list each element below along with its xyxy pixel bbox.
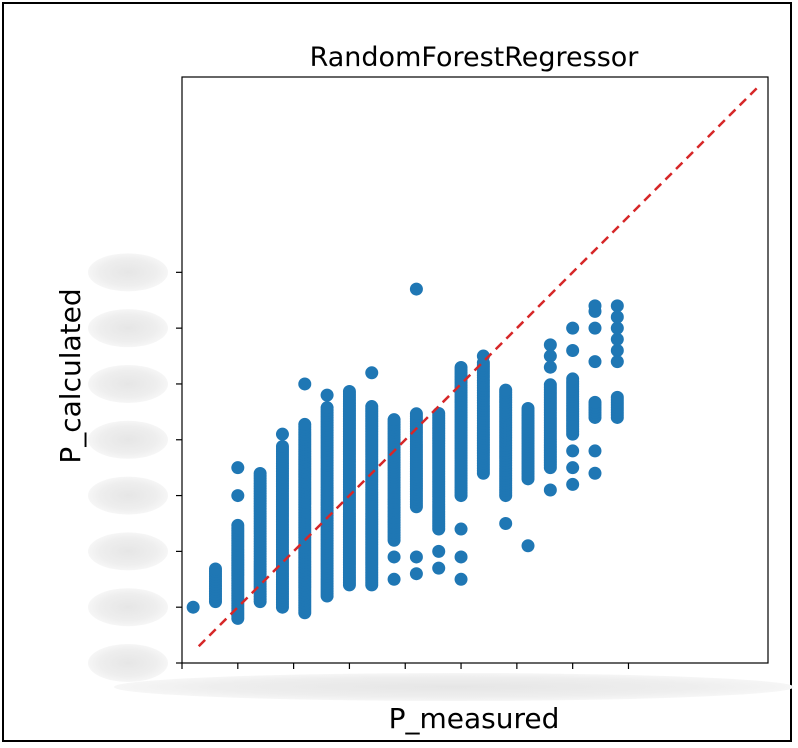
scatter-point [432,544,446,558]
scatter-point [275,427,289,441]
plot-area [181,76,769,664]
scatter-point [253,467,267,481]
scatter-point [432,407,446,421]
scatter-point [588,321,602,335]
scatter-point [186,600,200,614]
y-tick-label-redacted-1 [88,588,168,627]
y-tick-label-redacted-2 [88,532,168,571]
scatter-point [610,355,624,369]
scatter-point [298,417,312,431]
scatter-point [610,332,624,346]
scatter-point [543,360,557,374]
scatter-point [543,483,557,497]
scatter-point [566,461,580,475]
scatter-point [342,384,356,398]
scatter-point [543,338,557,352]
scatter-point [588,395,602,409]
x-tick-labels-redacted [114,673,794,701]
reference-line-y-equals-x [197,87,758,648]
scatter-point [387,413,401,427]
scatter-point [566,321,580,335]
x-axis-label: P_measured [389,702,560,735]
scatter-point [454,360,468,374]
scatter-point [409,567,423,581]
scatter-point [588,466,602,480]
scatter-point [588,444,602,458]
scatter-point [365,366,379,380]
axis-ticks [176,271,630,669]
scatter-point [454,522,468,536]
scatter-point [610,343,624,357]
chart-title: RandomForestRegressor [310,42,640,73]
scatter-point [454,550,468,564]
scatter-point [275,439,289,453]
scatter-point [432,561,446,575]
scatter-point [298,377,312,391]
scatter-point [387,550,401,564]
scatter-point [521,539,535,553]
scatter-point [543,378,557,392]
scatter-point [610,321,624,335]
scatter-point [610,310,624,324]
data-points [186,282,624,625]
y-tick-label-redacted-4 [88,420,168,459]
y-tick-label-redacted-6 [88,309,168,348]
scatter-point [610,299,624,313]
scatter-point [566,444,580,458]
scatter-point [231,461,245,475]
y-axis-label: P_calculated [54,288,87,463]
scatter-point [409,407,423,421]
scatter-point [320,388,334,402]
scatter-point [231,518,245,532]
scatter-point [387,572,401,586]
scatter-point [409,550,423,564]
y-tick-label-redacted-7 [88,253,168,292]
scatter-point [566,343,580,357]
scatter-point [566,477,580,491]
scatter-point [588,299,602,313]
scatter-point [454,572,468,586]
scatter-point [499,383,513,397]
scatter-point [320,401,334,415]
scatter-point [521,402,535,416]
scatter-point [499,516,513,530]
scatter-point [231,489,245,503]
scatter-chart: RandomForestRegressor P_measured P_calcu… [54,42,794,735]
scatter-point [365,400,379,414]
scatter-point [566,372,580,386]
y-tick-label-redacted-3 [88,476,168,515]
scatter-point [610,390,624,404]
y-tick-label-redacted-5 [88,364,168,403]
tick-label-redactions [88,253,794,701]
scatter-point [588,355,602,369]
scatter-point [409,282,423,296]
scatter-point [208,562,222,576]
scatter-point [543,349,557,363]
y-tick-label-redacted-0 [88,644,168,682]
